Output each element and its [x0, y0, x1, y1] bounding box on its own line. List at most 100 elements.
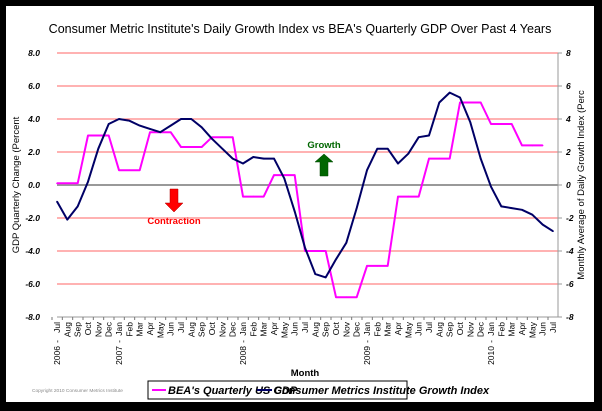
y2-tick-label: -4: [566, 246, 574, 256]
data-point-growth-index: [87, 180, 89, 183]
y-tick-label: 6.0: [28, 81, 40, 91]
x-tick-label: Nov: [93, 321, 103, 337]
x-tick-label: Aug: [186, 322, 196, 337]
y-tick-label: 4.0: [27, 114, 40, 124]
data-point-gdp: [417, 195, 420, 198]
x-year-label: 2009: [362, 346, 372, 365]
x-tick-label: Jul: [176, 322, 186, 333]
data-point-gdp: [169, 131, 172, 133]
data-point-growth-index: [180, 118, 182, 120]
copyright-text: Copyright 2010 Consumer Metrics Institut…: [32, 388, 123, 394]
x-tick-label: Nov: [217, 321, 227, 337]
data-point-gdp: [355, 296, 358, 299]
data-point-gdp: [386, 265, 389, 267]
legend-label-index: Consumer Metrics Institute Growth Index: [274, 385, 490, 397]
x-tick-label: May: [155, 321, 165, 338]
data-point-growth-index: [128, 119, 131, 122]
data-point-gdp: [376, 265, 379, 267]
data-point-gdp: [407, 195, 410, 198]
y-tick-label: 2.0: [27, 147, 40, 157]
data-point-gdp: [428, 157, 430, 160]
x-year-label: 2010: [486, 346, 496, 365]
data-point-growth-index: [531, 213, 534, 216]
data-point-gdp: [221, 136, 224, 138]
gridlines: [57, 52, 558, 285]
x-tick-label: Jan: [486, 322, 496, 336]
x-tick-label: Sep: [445, 322, 455, 337]
data-point-gdp: [138, 169, 141, 171]
data-point-gdp: [469, 101, 472, 104]
data-point-growth-index: [221, 147, 224, 150]
contraction-label: Contraction: [147, 216, 201, 227]
x-tick-label: Sep: [73, 322, 83, 337]
x-tick-label: Feb: [124, 322, 134, 337]
data-point-growth-index: [304, 246, 306, 249]
data-point-growth-index: [397, 162, 399, 165]
x-tick-label: Jul: [300, 322, 310, 333]
x-tick-label: Aug: [434, 322, 444, 337]
data-point-growth-index: [159, 131, 162, 133]
y2-tick-label: 0: [566, 180, 571, 190]
data-point-growth-index: [510, 207, 513, 209]
data-point-growth-index: [190, 118, 193, 120]
x-tick-label: Aug: [62, 322, 72, 337]
data-point-gdp: [262, 195, 265, 198]
y2-axis-label: Monthly Average of Daily Growth Index (P…: [576, 90, 587, 280]
x-tick-label: Jul: [548, 322, 558, 333]
data-point-growth-index: [386, 147, 389, 150]
x-tick-label: Dec: [104, 321, 114, 337]
data-point-gdp: [448, 157, 451, 160]
data-point-growth-index: [211, 138, 213, 140]
x-tick-label: Jul: [52, 322, 62, 333]
data-point-gdp: [293, 174, 296, 176]
chart-title: Consumer Metric Institute's Daily Growth…: [49, 22, 552, 36]
x-tick-label: May: [527, 321, 537, 338]
data-point-gdp: [479, 101, 482, 104]
data-point-gdp: [397, 195, 399, 198]
x-year-label: 2008: [238, 346, 248, 365]
x-tick-label: Mar: [259, 322, 269, 337]
data-point-growth-index: [417, 136, 420, 138]
data-point-growth-index: [479, 157, 482, 160]
x-tick-label: Jul: [424, 322, 434, 333]
y-tick-label: -8.0: [25, 312, 40, 322]
data-point-growth-index: [355, 207, 358, 209]
series-line-gdp: [57, 101, 543, 299]
data-point-gdp: [500, 123, 503, 125]
y-tick-label: -6.0: [25, 279, 40, 289]
data-point-gdp: [314, 250, 317, 252]
data-point-gdp: [521, 144, 523, 147]
y-tick-label: 0.0: [28, 180, 40, 190]
x-tick-label: Apr: [393, 322, 403, 335]
x-tick-label: Nov: [465, 321, 475, 337]
x-tick-label: Mar: [383, 322, 393, 337]
x-tick-label: Sep: [321, 322, 331, 337]
y2-tick-label: 2: [565, 147, 571, 157]
data-point-growth-index: [262, 157, 265, 160]
data-point-gdp: [438, 157, 441, 160]
x-year-dash: -: [52, 340, 62, 343]
data-point-growth-index: [459, 96, 461, 99]
x-tick-label: Jun: [290, 322, 300, 336]
chart-frame: Consumer Metric Institute's Daily Growth…: [6, 6, 594, 402]
data-point-growth-index: [56, 200, 58, 203]
x-tick-label: Feb: [496, 322, 506, 337]
x-tick-label: Dec: [228, 321, 238, 337]
x-tick-label: Jun: [166, 322, 176, 336]
data-point-growth-index: [541, 223, 544, 226]
data-point-gdp: [366, 265, 368, 267]
data-point-growth-index: [107, 123, 110, 125]
data-point-gdp: [324, 250, 327, 252]
data-point-gdp: [76, 182, 79, 185]
x-tick-label: Nov: [341, 321, 351, 337]
arrow-up-icon: [314, 153, 334, 177]
data-point-growth-index: [521, 208, 523, 211]
x-tick-label: Oct: [207, 321, 217, 335]
x-tick-label: May: [279, 321, 289, 338]
x-year-label: 2007: [114, 346, 124, 365]
x-year-dash: -: [486, 340, 496, 343]
x-year-label: 2006: [52, 346, 62, 365]
x-tick-label: Apr: [517, 322, 527, 335]
x-tick-label: Jun: [538, 322, 548, 336]
